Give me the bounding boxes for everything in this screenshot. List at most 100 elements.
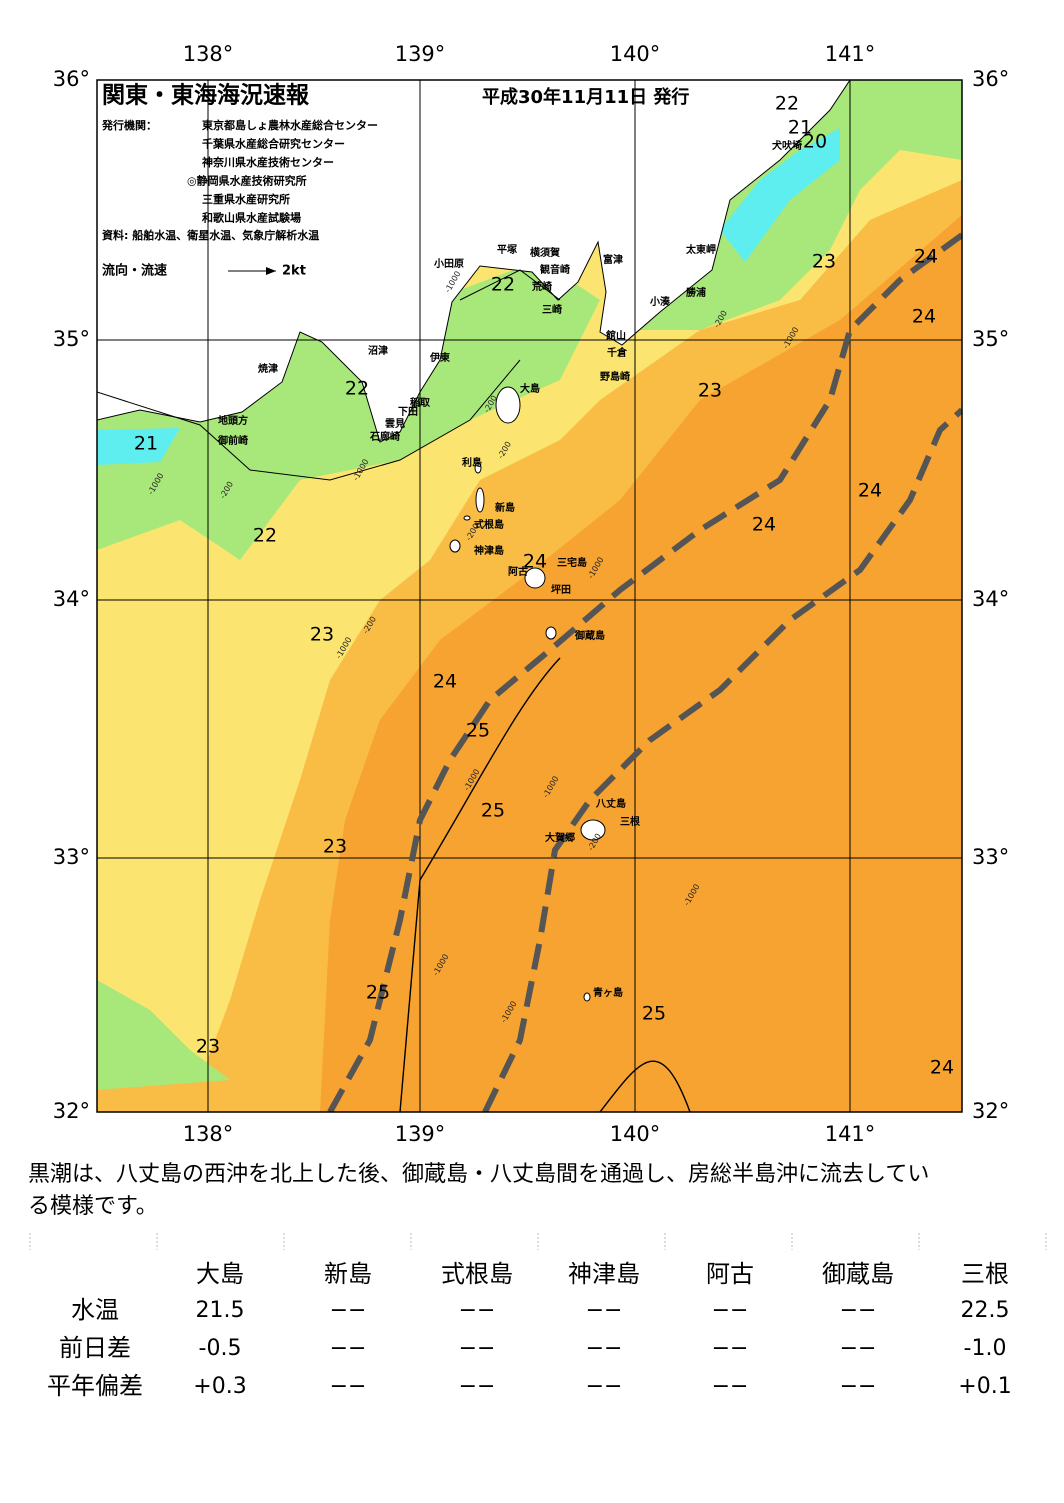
isotherm-label: 25	[466, 720, 490, 742]
isotherm-label: 22	[253, 525, 277, 547]
agency-name: 神奈川県水産技術センター	[202, 155, 334, 169]
place-label: 富津	[603, 253, 623, 266]
lat-label: 33°	[972, 845, 1009, 869]
table-cell: −−	[586, 1336, 623, 1361]
summary: 黒潮は、八丈島の西沖を北上した後、御蔵島・八丈島間を通過し、房総半島沖に流去して…	[28, 1162, 929, 1219]
kuroshio-axis	[482, 407, 962, 1112]
place-label: 地頭方	[218, 414, 248, 427]
agency-label: 発行機関：	[101, 118, 157, 132]
map-frame	[96, 79, 963, 1113]
isotherm-label: 25	[366, 982, 390, 1004]
place-label: 勝浦	[686, 286, 706, 299]
place-label: 式根島	[474, 518, 504, 531]
lon-label: 140°	[610, 42, 661, 66]
isotherm-label: 25	[481, 800, 505, 822]
place-label: 大賀郷	[545, 831, 575, 844]
table-cell: −−	[840, 1336, 877, 1361]
table-cell: +0.3	[193, 1374, 246, 1399]
summary-line: る模様です。	[28, 1194, 158, 1219]
row-label: 前日差	[59, 1334, 131, 1362]
table-cell: 22.5	[961, 1298, 1010, 1323]
table-cell: -1.0	[964, 1336, 1007, 1361]
isotherm-label: 22	[345, 378, 369, 400]
islands	[449, 386, 606, 1002]
lon-label: 139°	[395, 1122, 446, 1146]
kuroshio-axis	[327, 232, 962, 1112]
isotherm-label: 24	[858, 480, 882, 502]
isotherm-label: 23	[196, 1036, 220, 1058]
isotherm-label: 23	[812, 251, 836, 273]
isotherm-label: 23	[310, 624, 334, 646]
lat-label: 33°	[53, 845, 90, 869]
sea-temperature-map	[97, 80, 962, 1112]
lat-label: 35°	[53, 327, 90, 351]
place-label: 観音崎	[540, 263, 570, 276]
agency-name: 千葉県水産総合研究センター	[202, 137, 345, 151]
place-label: 焼津	[258, 362, 278, 375]
lat-label: 36°	[972, 67, 1009, 91]
place-label: 雲見	[385, 418, 405, 430]
lat-label: 34°	[972, 587, 1009, 611]
legend-speed: 2kt	[282, 264, 306, 279]
lon-label: 141°	[825, 42, 876, 66]
place-label: 千倉	[607, 346, 628, 359]
place-label: 石廊崎	[369, 430, 400, 443]
place-label: 神津島	[474, 544, 504, 557]
table-cell: +0.1	[958, 1374, 1011, 1399]
place-label: 青ヶ島	[593, 986, 623, 999]
table-cell: −−	[330, 1374, 367, 1399]
place-label: 大島	[520, 382, 540, 395]
place-label: 三宅島	[557, 556, 587, 569]
table-cell: −−	[840, 1374, 877, 1399]
legend-arrow-head	[266, 267, 276, 275]
place-label: 太東岬	[685, 243, 716, 256]
table-cell: −−	[712, 1298, 749, 1323]
table-cell: 21.5	[196, 1298, 245, 1323]
lon-label: 139°	[395, 42, 446, 66]
column-header: 御蔵島	[822, 1260, 894, 1288]
isotherm-label: 24	[433, 671, 457, 693]
lon-label: 141°	[825, 1122, 876, 1146]
column-header: 神津島	[568, 1260, 640, 1288]
agency-name: 三重県水産研究所	[202, 192, 290, 206]
place-label: 沼津	[368, 344, 388, 357]
column-header: 式根島	[441, 1260, 513, 1288]
place-label: 横須賀	[530, 246, 560, 259]
place-label: 館山	[605, 329, 626, 342]
table-cell: −−	[459, 1374, 496, 1399]
isotherm-label: 21	[788, 117, 812, 139]
place-label: 伊東	[429, 351, 450, 364]
table-cell: −−	[459, 1336, 496, 1361]
title: 関東・東海海況速報	[102, 82, 310, 109]
column-header: 大島	[196, 1260, 244, 1288]
isotherm-label: 22	[775, 93, 799, 115]
table-cell: −−	[330, 1298, 367, 1323]
graticule	[97, 80, 962, 1112]
column-header: 阿古	[706, 1260, 754, 1288]
isotherm-label: 24	[930, 1057, 954, 1079]
lon-label: 138°	[183, 42, 234, 66]
place-label: 御前崎	[217, 434, 248, 447]
isotherm-label: 20	[803, 131, 827, 153]
table-cell: −−	[712, 1336, 749, 1361]
table-cell: −−	[586, 1298, 623, 1323]
isotherm-label: 24	[523, 551, 547, 573]
isotherm-label: 21	[134, 433, 158, 455]
agency-name: 東京都島しょ農林水産総合センター	[202, 118, 378, 132]
place-label: 坪田	[551, 583, 571, 596]
column-header: 三根	[961, 1260, 1009, 1288]
row-label: 水温	[71, 1296, 119, 1324]
place-label: 利島	[462, 456, 482, 469]
place-label: 新島	[495, 501, 515, 514]
place-label: 八丈島	[595, 797, 626, 810]
place-label: 平塚	[497, 243, 517, 256]
column-header: 新島	[324, 1260, 372, 1288]
isotherm-label: 23	[698, 380, 722, 402]
summary-line: 黒潮は、八丈島の西沖を北上した後、御蔵島・八丈島間を通過し、房総半島沖に流去して…	[28, 1162, 929, 1187]
place-label: 阿古	[508, 565, 528, 578]
lat-label: 32°	[972, 1099, 1009, 1123]
table-cell: −−	[330, 1336, 367, 1361]
lat-label: 35°	[972, 327, 1009, 351]
legend-label: 流向・流速	[102, 263, 167, 279]
